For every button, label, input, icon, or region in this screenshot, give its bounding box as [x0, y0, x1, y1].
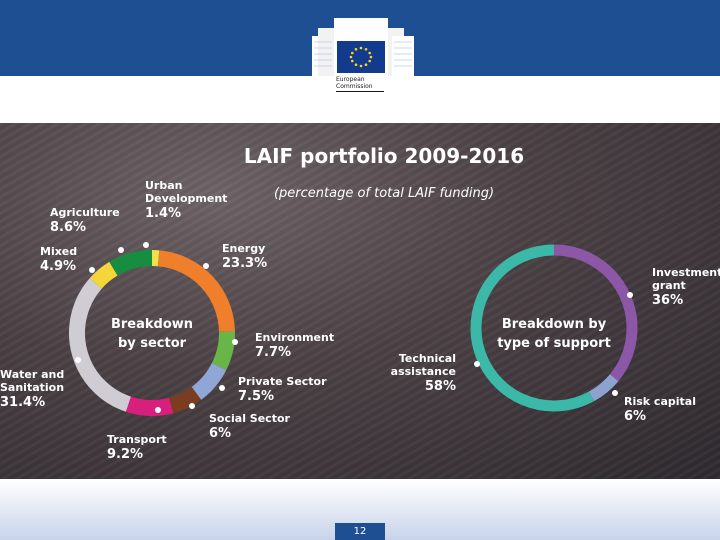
- donut1-label-dot: [189, 403, 195, 409]
- eu-flag-icon: [336, 40, 386, 74]
- donut1-slice-label: Water and: [0, 368, 64, 381]
- donut1-slice-value: 23.3%: [222, 256, 267, 271]
- donut1-label-dot: [232, 339, 238, 345]
- donut2-slice-0: [553, 244, 638, 382]
- page-number: 12: [335, 523, 385, 540]
- donut1-slice-value: 6%: [209, 426, 231, 441]
- donut1-slice-label: Social Sector: [209, 412, 291, 425]
- donut1-slice-value: 9.2%: [107, 447, 143, 462]
- photo-texture: [0, 123, 720, 479]
- donut1-center-label: Breakdown: [111, 317, 193, 332]
- donut1-slice-value: 8.6%: [50, 220, 86, 235]
- donut1-label-dot: [155, 407, 161, 413]
- background-photo: [0, 123, 720, 479]
- donut1-center-label: by sector: [118, 336, 187, 351]
- donut1-label-dot: [219, 385, 225, 391]
- logo-text-line2: Commission: [336, 83, 373, 90]
- donut1-slice-label: Transport: [107, 433, 167, 446]
- donut1-slice-4: [168, 386, 202, 414]
- donut1-slice-7: [89, 261, 118, 289]
- donut1-slice-value: 7.7%: [255, 345, 291, 360]
- donut2-slice-label: grant: [652, 279, 686, 292]
- support-donut: Breakdown by type of support Investmentgra…: [391, 244, 720, 424]
- donut2-slice-value: 58%: [425, 379, 456, 394]
- donut1-slice-label: Energy: [222, 242, 265, 255]
- donut1-slice-2: [211, 331, 235, 371]
- donut2-label-dot: [474, 361, 480, 367]
- chart-title: LAIF portfolio 2009-2016: [244, 144, 524, 168]
- logo-underline: [336, 91, 384, 92]
- donut2-label-dot: [612, 390, 618, 396]
- donut2-center-label: Breakdown by: [502, 317, 607, 332]
- donut1-slice-label: Development: [145, 192, 227, 205]
- chart-subtitle: (percentage of total LAIF funding): [274, 186, 494, 201]
- donut2-slice-2: [470, 244, 595, 412]
- donut1-slice-label: Agriculture: [50, 206, 120, 219]
- donut1-slice-label: Sanitation: [0, 381, 64, 394]
- logo-text-line1: European: [336, 76, 365, 83]
- donut1-slice-8: [109, 250, 153, 276]
- donut1-label-dot: [143, 242, 149, 248]
- donut2-center-label: type of support: [497, 336, 611, 351]
- donut2-slice-1: [588, 374, 619, 402]
- donut1-label-dot: [89, 267, 95, 273]
- donut1-slice-value: 7.5%: [238, 389, 274, 404]
- donut1-label-dot: [118, 247, 124, 253]
- european-commission-logo: European Commission: [310, 18, 428, 98]
- donut1-slice-1: [157, 250, 235, 333]
- donut2-slice-label: assistance: [391, 365, 456, 378]
- donut2-slice-value: 6%: [624, 409, 646, 424]
- donut1-label-dot: [203, 263, 209, 269]
- donut2-slice-label: Risk capital: [624, 395, 696, 408]
- donut2-slice-value: 36%: [652, 293, 683, 308]
- donut1-slice-label: Private Sector: [238, 375, 327, 388]
- donut1-slice-3: [191, 362, 227, 400]
- donut1-label-dot: [75, 357, 81, 363]
- donut2-slice-label: Technical: [399, 352, 456, 365]
- donut2-label-dot: [627, 292, 633, 298]
- donut1-slice-value: 4.9%: [40, 259, 76, 274]
- donut1-slice-value: 31.4%: [0, 395, 45, 410]
- donut1-slice-label: Urban: [145, 179, 183, 192]
- donut2-slice-label: Investment: [652, 266, 720, 279]
- donut1-slice-value: 1.4%: [145, 206, 181, 221]
- donut1-slice-label: Environment: [255, 331, 334, 344]
- donut1-slice-6: [69, 278, 132, 412]
- logo-text: European Commission: [336, 76, 373, 90]
- donut1-slice-label: Mixed: [40, 245, 77, 258]
- donut1-slice-5: [125, 396, 174, 416]
